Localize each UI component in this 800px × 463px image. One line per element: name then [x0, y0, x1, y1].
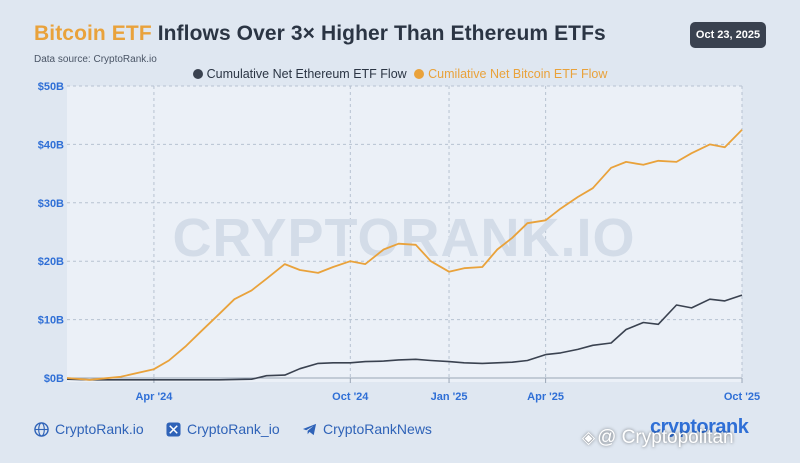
- legend-label-bitcoin: Cumilative Net Bitcoin ETF Flow: [428, 67, 608, 81]
- legend-label-ethereum: Cumulative Net Ethereum ETF Flow: [206, 67, 407, 81]
- ethereum-flow-line: [66, 294, 743, 381]
- footer-twitter[interactable]: CryptoRank_io: [166, 421, 280, 437]
- brand-logo: cryptorank: [650, 416, 749, 438]
- title-rest: Inflows Over 3× Higher Than Ethereum ETF…: [151, 22, 606, 45]
- date-badge: Oct 23, 2025: [690, 22, 766, 48]
- legend-swatch-ethereum: [192, 69, 203, 79]
- footer-website-label: CryptoRank.io: [55, 421, 144, 437]
- y-gridlines: [67, 85, 742, 379]
- x-tick-label: Jan '25: [431, 391, 468, 403]
- title-highlight: Bitcoin ETF: [34, 22, 152, 45]
- x-tick-label: Apr '25: [527, 391, 564, 403]
- footer-website[interactable]: CryptoRank.io: [34, 421, 144, 437]
- legend-swatch-bitcoin: [414, 69, 425, 79]
- y-tick-label: $50B: [38, 81, 64, 93]
- watermark-text: CRYPTORANK.IO: [172, 208, 635, 268]
- footer-telegram[interactable]: CryptoRankNews: [302, 421, 432, 437]
- y-tick-label: $0B: [44, 373, 64, 385]
- y-tick-label: $40B: [38, 139, 64, 151]
- x-tick-label: Oct '24: [332, 391, 369, 403]
- telegram-icon: [302, 423, 317, 436]
- y-axis-labels: $0B $10B $20B $30B $40B $50B: [38, 81, 64, 385]
- y-tick-label: $10B: [38, 315, 64, 327]
- footer-twitter-label: CryptoRank_io: [187, 421, 280, 437]
- plot-area: [67, 86, 742, 382]
- x-axis-labels: Apr '24 Oct '24 Jan '25 Apr '25 Oct '25: [135, 391, 760, 403]
- data-source: Data source: CryptoRank.io: [34, 54, 157, 65]
- bitcoin-flow-line: [66, 129, 743, 381]
- legend-entry-ethereum: Cumulative Net Ethereum ETF Flow: [192, 67, 407, 81]
- chart-title: Bitcoin ETF Inflows Over 3× Higher Than …: [34, 22, 606, 46]
- footer-telegram-label: CryptoRankNews: [323, 421, 432, 437]
- globe-icon: [34, 422, 49, 437]
- chart-legend: Cumulative Net Ethereum ETF Flow Cumilat…: [0, 67, 800, 81]
- legend-entry-bitcoin: Cumilative Net Bitcoin ETF Flow: [414, 67, 607, 81]
- overlay-label: @ Cryptopolitan: [597, 427, 734, 448]
- y-tick-label: $20B: [38, 256, 64, 268]
- x-gridlines: [153, 86, 743, 383]
- y-tick-label: $30B: [38, 198, 64, 210]
- x-tick-label: Oct '25: [724, 391, 760, 403]
- x-tick-label: Apr '24: [135, 391, 173, 403]
- series-lines: [66, 129, 743, 381]
- watermark-overlay: ◈ @ Cryptopolitan: [582, 427, 734, 449]
- x-twitter-icon: [166, 422, 181, 437]
- diamond-logo-icon: ◈: [582, 428, 596, 447]
